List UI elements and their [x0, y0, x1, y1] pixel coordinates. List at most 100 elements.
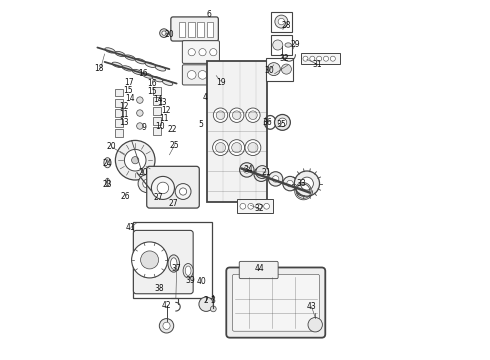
Bar [153, 97, 161, 105]
Circle shape [209, 71, 218, 79]
Circle shape [232, 143, 242, 153]
Text: 28: 28 [282, 21, 291, 30]
Text: 39: 39 [185, 276, 195, 285]
Circle shape [310, 56, 315, 61]
Circle shape [137, 123, 143, 129]
Circle shape [187, 71, 196, 79]
Bar [301, 53, 340, 64]
Text: 4: 4 [203, 93, 208, 102]
Text: 43: 43 [307, 302, 317, 311]
Bar [266, 58, 293, 81]
Bar [116, 119, 123, 127]
Text: 22: 22 [168, 125, 177, 134]
Circle shape [248, 143, 258, 153]
Text: 23: 23 [103, 180, 112, 189]
FancyBboxPatch shape [147, 166, 199, 208]
Bar [116, 129, 123, 137]
Circle shape [300, 177, 314, 190]
Circle shape [137, 110, 143, 116]
Circle shape [213, 108, 228, 122]
Bar [153, 117, 161, 125]
Circle shape [163, 322, 170, 329]
Circle shape [132, 157, 139, 164]
Circle shape [274, 114, 291, 130]
Circle shape [216, 111, 225, 120]
Circle shape [294, 171, 319, 196]
Ellipse shape [171, 258, 177, 269]
Circle shape [278, 18, 285, 25]
Text: 21: 21 [261, 168, 270, 177]
Circle shape [116, 140, 155, 180]
Circle shape [275, 15, 288, 28]
Bar [153, 127, 161, 135]
Bar [116, 109, 123, 117]
Ellipse shape [132, 69, 143, 75]
Text: 31: 31 [312, 60, 322, 69]
Circle shape [143, 179, 151, 188]
Text: 14: 14 [153, 95, 163, 104]
Text: 20: 20 [165, 30, 174, 39]
Text: 44: 44 [254, 264, 264, 273]
Circle shape [248, 203, 254, 209]
Bar [133, 222, 212, 298]
Text: 17: 17 [124, 78, 134, 87]
Circle shape [138, 175, 156, 193]
Bar [116, 89, 123, 96]
Text: 36: 36 [263, 118, 272, 127]
Text: 13: 13 [157, 99, 167, 108]
Text: 27: 27 [154, 194, 163, 202]
Text: 3: 3 [211, 296, 216, 305]
Circle shape [151, 176, 174, 199]
Text: 10: 10 [155, 122, 165, 131]
Ellipse shape [125, 55, 135, 60]
Text: 12: 12 [119, 102, 128, 111]
Text: 9: 9 [141, 123, 146, 132]
FancyBboxPatch shape [226, 267, 325, 338]
Text: 33: 33 [296, 179, 306, 188]
Text: 2: 2 [204, 296, 209, 305]
Ellipse shape [162, 80, 173, 85]
Bar [207, 22, 213, 37]
Circle shape [179, 188, 187, 195]
Bar [271, 12, 292, 32]
Text: 32: 32 [255, 204, 264, 213]
Text: 6: 6 [207, 10, 212, 19]
Circle shape [160, 29, 169, 37]
Ellipse shape [152, 77, 163, 82]
Circle shape [232, 111, 241, 120]
FancyBboxPatch shape [182, 41, 220, 63]
Circle shape [281, 64, 292, 74]
Ellipse shape [142, 73, 152, 78]
Circle shape [287, 180, 293, 187]
Text: 12: 12 [161, 107, 171, 115]
FancyBboxPatch shape [207, 61, 267, 202]
Circle shape [269, 172, 283, 186]
Circle shape [330, 56, 335, 61]
Circle shape [296, 182, 311, 196]
Ellipse shape [115, 51, 125, 57]
Circle shape [124, 149, 146, 171]
Circle shape [283, 176, 297, 191]
FancyBboxPatch shape [232, 274, 319, 331]
Circle shape [323, 56, 328, 61]
Text: 27: 27 [168, 199, 178, 208]
Ellipse shape [185, 266, 191, 275]
Text: 18: 18 [95, 64, 104, 73]
Text: 11: 11 [159, 114, 169, 123]
FancyBboxPatch shape [182, 65, 220, 85]
Circle shape [210, 49, 217, 56]
Ellipse shape [168, 255, 179, 272]
Circle shape [210, 306, 216, 312]
Text: 5: 5 [198, 120, 203, 129]
FancyBboxPatch shape [133, 230, 193, 294]
Circle shape [308, 318, 322, 332]
Bar [116, 99, 123, 107]
FancyBboxPatch shape [171, 17, 219, 41]
Text: 16: 16 [147, 79, 157, 88]
Text: 20: 20 [107, 143, 117, 152]
Ellipse shape [122, 66, 132, 71]
Circle shape [258, 171, 265, 177]
Text: 14: 14 [125, 94, 135, 103]
Circle shape [229, 140, 245, 156]
Text: 16: 16 [139, 69, 148, 78]
